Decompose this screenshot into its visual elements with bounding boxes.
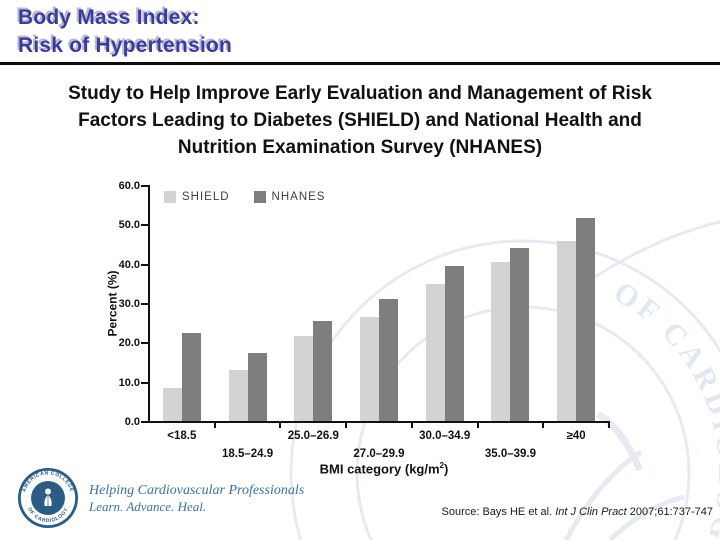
x-axis-line bbox=[148, 421, 610, 423]
x-axis-title-close: ) bbox=[444, 461, 449, 477]
bar-shield-6 bbox=[491, 261, 511, 421]
legend-swatch-shield bbox=[164, 191, 176, 203]
x-tick bbox=[410, 423, 413, 428]
bar-nhanes-7 bbox=[576, 218, 596, 421]
legend-swatch-nhanes bbox=[253, 191, 266, 203]
bar-shield-3 bbox=[294, 336, 314, 421]
x-category-label: 27.0–29.9 bbox=[353, 448, 405, 460]
bar-shield-2 bbox=[228, 369, 248, 421]
bar-nhanes-4 bbox=[379, 299, 398, 421]
x-axis-title-sup: 2 bbox=[439, 461, 445, 470]
y-tick-label: 10.0 bbox=[118, 376, 140, 389]
y-axis-title: Percent (%) bbox=[105, 270, 120, 337]
y-tick bbox=[141, 381, 148, 384]
legend-label-nhanes: NHANES bbox=[271, 191, 326, 203]
x-category-label: ≥40 bbox=[566, 430, 586, 442]
legend-item-nhanes: NHANES bbox=[253, 191, 326, 203]
bar-nhanes-3 bbox=[313, 321, 333, 421]
slide-title-line1: Body Mass Index: bbox=[18, 6, 200, 29]
subtitle-line2: Factors Leading to Diabetes (SHIELD) and… bbox=[78, 110, 642, 131]
source-citation: Source: Bays HE et al. Int J Clin Pract … bbox=[442, 506, 714, 518]
legend-item-shield: SHIELD bbox=[164, 191, 230, 203]
x-tick bbox=[345, 423, 348, 428]
chart-legend: SHIELD NHANES bbox=[164, 191, 325, 203]
x-category-label: 18.5–24.9 bbox=[221, 448, 274, 460]
tagline-line2: Learn. Advance. Heal. bbox=[89, 499, 207, 514]
acc-tagline: Helping Cardiovascular Professionals Lea… bbox=[89, 482, 304, 515]
legend-label-shield: SHIELD bbox=[182, 191, 230, 203]
source-prefix: Source: Bays HE et al. bbox=[441, 506, 556, 518]
x-category-label: 30.0–34.9 bbox=[419, 430, 471, 442]
tagline-line1: Helping Cardiovascular Professionals bbox=[89, 483, 305, 498]
x-tick bbox=[279, 423, 282, 428]
seal-figure-icon bbox=[45, 488, 51, 495]
bar-nhanes-2 bbox=[247, 352, 267, 421]
svg-text:OF CARDIOLOGY: OF CARDIOLOGY bbox=[608, 275, 720, 540]
x-tick bbox=[213, 423, 216, 428]
x-category-label: 25.0–26.9 bbox=[287, 430, 339, 442]
source-journal: Int J Clin Pract bbox=[555, 506, 627, 518]
subtitle-line1: Study to Help Improve Early Evaluation a… bbox=[68, 83, 652, 104]
subtitle-line3: Nutrition Examination Survey (NHANES) bbox=[177, 137, 543, 158]
x-tick bbox=[476, 423, 479, 428]
bar-shield-5 bbox=[425, 283, 445, 421]
y-tick bbox=[141, 224, 148, 227]
bar-nhanes-6 bbox=[510, 247, 530, 421]
y-tick bbox=[141, 421, 148, 423]
source-suffix: 2007;61:737-747 bbox=[626, 506, 713, 518]
slide-title-line2: Risk of Hypertension bbox=[18, 34, 233, 57]
x-tick bbox=[542, 423, 545, 428]
bar-nhanes-1 bbox=[181, 332, 201, 421]
x-category-label: 35.0–39.9 bbox=[484, 448, 536, 460]
bar-nhanes-5 bbox=[444, 266, 464, 421]
watermark-arc-text: OF CARDIOLOGY bbox=[608, 275, 720, 540]
y-tick-label: 50.0 bbox=[118, 219, 140, 232]
y-tick-label: 60.0 bbox=[118, 180, 140, 192]
y-tick bbox=[141, 185, 148, 187]
y-tick bbox=[141, 303, 148, 305]
slide-title: Body Mass Index: Risk of Hypertension bbox=[18, 4, 232, 60]
title-divider bbox=[0, 62, 720, 65]
y-tick bbox=[141, 342, 148, 345]
x-category-label: <18.5 bbox=[167, 430, 197, 442]
y-tick bbox=[141, 263, 148, 266]
bar-shield-1 bbox=[162, 387, 182, 421]
y-axis-line bbox=[148, 185, 150, 423]
bar-shield-4 bbox=[360, 316, 379, 421]
x-axis-title: BMI category (kg/m2) bbox=[234, 461, 534, 476]
y-tick-label: 0.0 bbox=[124, 416, 140, 428]
acc-logo-seal: AMERICAN COLLEGE OF CARDIOLOGY bbox=[18, 468, 78, 528]
bar-shield-7 bbox=[557, 241, 577, 421]
x-axis-title-text: BMI category (kg/m bbox=[319, 461, 440, 477]
x-tick bbox=[608, 423, 610, 428]
slide-subtitle: Study to Help Improve Early Evaluation a… bbox=[0, 80, 720, 161]
